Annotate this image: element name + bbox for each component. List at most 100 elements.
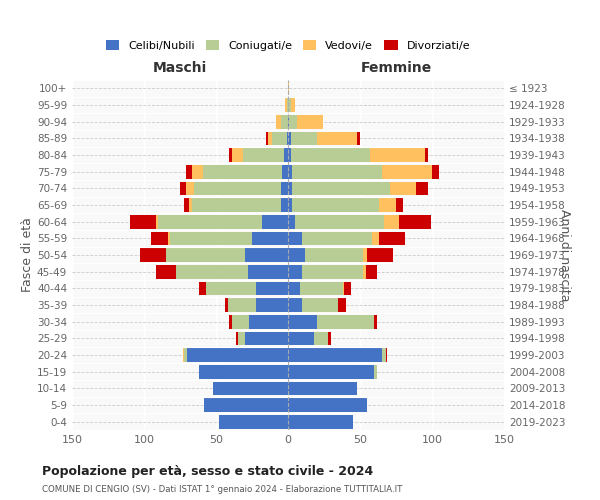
Legend: Celibi/Nubili, Coniugati/e, Vedovi/e, Divorziati/e: Celibi/Nubili, Coniugati/e, Vedovi/e, Di… xyxy=(103,36,473,54)
Bar xyxy=(386,348,388,362)
Bar xyxy=(184,198,188,212)
Bar xyxy=(158,215,262,228)
Bar xyxy=(187,348,288,362)
Bar xyxy=(302,232,371,245)
Bar xyxy=(292,198,379,212)
Bar xyxy=(219,415,288,428)
Bar xyxy=(288,115,289,128)
Bar xyxy=(205,398,288,412)
Bar xyxy=(130,215,155,228)
Bar xyxy=(338,298,346,312)
Bar xyxy=(170,232,252,245)
Bar xyxy=(262,215,288,228)
Bar xyxy=(288,132,291,145)
Bar xyxy=(363,248,367,262)
Bar xyxy=(288,82,289,95)
Bar xyxy=(288,298,302,312)
Bar xyxy=(317,132,357,145)
Bar xyxy=(370,148,425,162)
Bar xyxy=(266,132,268,145)
Bar xyxy=(184,348,187,362)
Bar xyxy=(213,382,288,395)
Bar xyxy=(296,115,323,128)
Bar xyxy=(367,248,393,262)
Bar xyxy=(291,132,317,145)
Bar xyxy=(256,282,288,295)
Bar xyxy=(245,332,288,345)
Text: Femmine: Femmine xyxy=(361,61,431,75)
Bar xyxy=(191,165,203,178)
Bar xyxy=(317,315,374,328)
Text: Popolazione per età, sesso e stato civile - 2024: Popolazione per età, sesso e stato civil… xyxy=(42,465,373,478)
Bar xyxy=(245,248,288,262)
Bar xyxy=(291,148,370,162)
Bar xyxy=(288,98,291,112)
Bar xyxy=(183,348,184,362)
Bar xyxy=(199,365,288,378)
Bar xyxy=(151,232,169,245)
Bar xyxy=(284,148,288,162)
Bar xyxy=(374,315,377,328)
Bar xyxy=(416,182,428,195)
Bar xyxy=(238,332,245,345)
Bar xyxy=(385,215,399,228)
Bar xyxy=(224,298,227,312)
Bar xyxy=(244,148,284,162)
Bar xyxy=(292,182,390,195)
Bar xyxy=(272,132,287,145)
Bar xyxy=(288,332,314,345)
Bar xyxy=(379,198,396,212)
Bar xyxy=(140,248,166,262)
Bar xyxy=(295,215,385,228)
Y-axis label: Anni di nascita: Anni di nascita xyxy=(558,209,571,301)
Bar xyxy=(379,232,404,245)
Y-axis label: Fasce di età: Fasce di età xyxy=(21,218,34,292)
Bar xyxy=(302,298,338,312)
Bar xyxy=(287,132,288,145)
Bar xyxy=(344,282,352,295)
Bar xyxy=(288,382,357,395)
Bar xyxy=(232,315,249,328)
Bar xyxy=(396,198,403,212)
Bar xyxy=(288,282,299,295)
Bar xyxy=(288,348,382,362)
Bar xyxy=(291,98,295,112)
Bar xyxy=(252,232,288,245)
Bar xyxy=(180,182,186,195)
Bar xyxy=(268,132,272,145)
Bar xyxy=(256,298,288,312)
Bar xyxy=(203,165,282,178)
Bar xyxy=(288,232,302,245)
Bar xyxy=(281,182,288,195)
Bar xyxy=(328,332,331,345)
Bar xyxy=(399,215,431,228)
Bar xyxy=(288,398,367,412)
Bar xyxy=(288,365,374,378)
Bar xyxy=(232,148,244,162)
Bar xyxy=(191,198,281,212)
Bar xyxy=(281,115,288,128)
Bar xyxy=(288,148,291,162)
Bar xyxy=(281,198,288,212)
Bar xyxy=(299,282,343,295)
Bar xyxy=(248,265,288,278)
Bar xyxy=(227,298,256,312)
Bar xyxy=(166,248,245,262)
Bar xyxy=(236,332,238,345)
Bar xyxy=(366,265,377,278)
Bar xyxy=(374,365,377,378)
Bar xyxy=(229,315,232,328)
Bar xyxy=(288,215,295,228)
Bar xyxy=(169,232,170,245)
Bar xyxy=(186,165,191,178)
Bar xyxy=(285,98,287,112)
Text: COMUNE DI CENGIO (SV) - Dati ISTAT 1° gennaio 2024 - Elaborazione TUTTITALIA.IT: COMUNE DI CENGIO (SV) - Dati ISTAT 1° ge… xyxy=(42,485,403,494)
Bar xyxy=(288,315,317,328)
Bar xyxy=(188,198,191,212)
Bar xyxy=(357,132,360,145)
Bar xyxy=(288,415,353,428)
Bar xyxy=(314,332,328,345)
Bar xyxy=(194,182,281,195)
Bar xyxy=(292,165,382,178)
Bar xyxy=(206,282,256,295)
